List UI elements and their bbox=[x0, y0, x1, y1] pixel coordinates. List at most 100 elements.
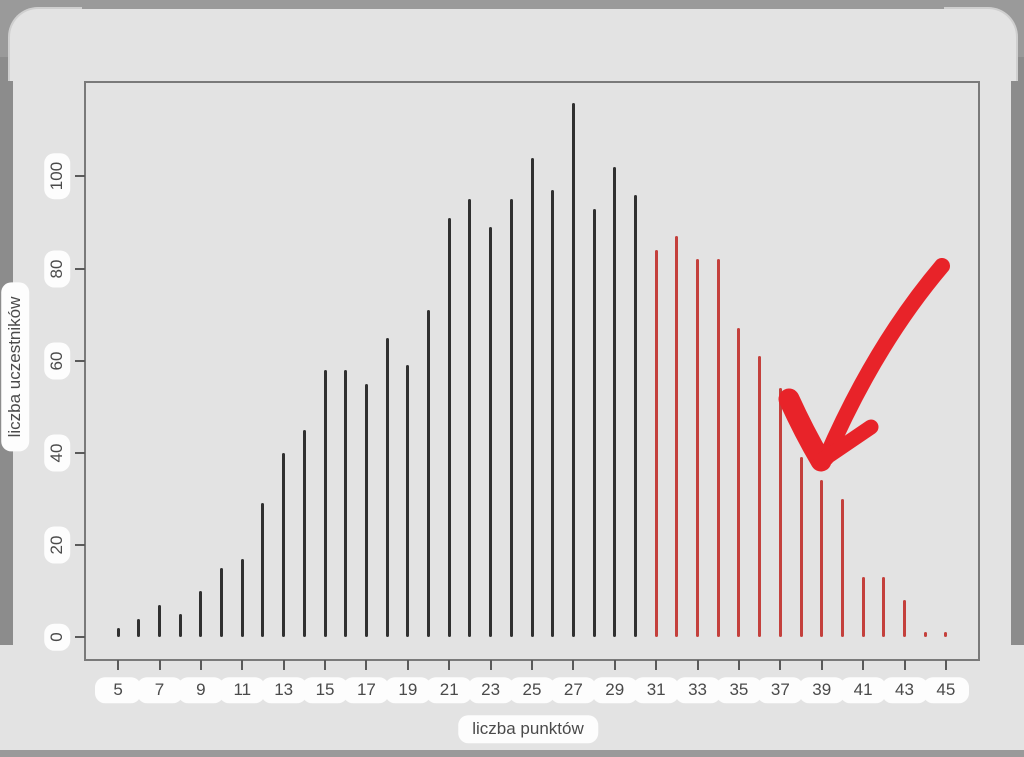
data-spike-black bbox=[551, 190, 555, 637]
y-axis-tick bbox=[75, 267, 85, 270]
x-axis-tick bbox=[737, 660, 740, 670]
x-axis-tick bbox=[241, 660, 244, 670]
x-tick-label: 5 bbox=[95, 677, 142, 703]
x-axis-tick bbox=[572, 660, 575, 670]
y-tick-label: 40 bbox=[44, 434, 70, 472]
screen-edge-bottom-band bbox=[0, 750, 1024, 757]
y-axis-tick bbox=[75, 359, 85, 362]
x-axis-tick bbox=[779, 660, 782, 670]
data-spike-black bbox=[220, 567, 224, 637]
data-spike-red bbox=[675, 236, 679, 637]
x-tick-label: 41 bbox=[840, 677, 887, 703]
data-spike-black bbox=[137, 618, 141, 637]
x-axis-tick bbox=[117, 660, 120, 670]
data-spike-black bbox=[592, 208, 596, 637]
data-spike-black bbox=[406, 365, 410, 637]
data-spike-black bbox=[633, 194, 637, 637]
data-spike-black bbox=[613, 167, 617, 637]
x-axis-tick bbox=[406, 660, 409, 670]
y-axis-title: liczba uczestników bbox=[1, 282, 29, 452]
x-tick-label: 33 bbox=[674, 677, 721, 703]
data-spike-red bbox=[840, 498, 844, 637]
x-tick-label: 7 bbox=[136, 677, 183, 703]
x-tick-label: 11 bbox=[219, 677, 266, 703]
data-spike-black bbox=[158, 604, 161, 637]
y-tick-label: 100 bbox=[44, 153, 70, 200]
x-tick-label: 35 bbox=[715, 677, 762, 703]
y-axis-tick bbox=[75, 635, 85, 638]
data-spike-black bbox=[530, 157, 534, 637]
data-spike-red bbox=[778, 388, 782, 637]
x-axis-tick bbox=[903, 660, 906, 670]
x-axis-tick bbox=[944, 660, 947, 670]
y-tick-label: 0 bbox=[44, 623, 70, 651]
data-spike-black bbox=[489, 227, 493, 637]
x-tick-label: 25 bbox=[509, 677, 555, 703]
panel-corner-top-left bbox=[8, 7, 82, 81]
screen-edge-right-strip bbox=[1011, 57, 1024, 645]
data-spike-black bbox=[302, 429, 306, 637]
x-tick-label: 15 bbox=[302, 677, 349, 703]
y-tick-label: 20 bbox=[44, 526, 70, 564]
data-spike-black bbox=[385, 337, 389, 637]
x-tick-label: 9 bbox=[177, 677, 224, 703]
x-axis-tick bbox=[282, 660, 285, 670]
x-axis-tick bbox=[655, 660, 658, 670]
data-spike-red bbox=[696, 259, 700, 637]
data-spike-red bbox=[654, 250, 658, 637]
data-spike-black bbox=[261, 503, 265, 637]
data-spike-black bbox=[364, 383, 368, 637]
x-tick-label: 45 bbox=[922, 677, 969, 703]
data-spike-black bbox=[282, 452, 286, 637]
data-spike-red bbox=[716, 259, 720, 637]
data-spike-red bbox=[944, 632, 948, 637]
x-axis-tick bbox=[696, 660, 699, 670]
data-spike-red bbox=[923, 632, 927, 637]
x-tick-label: 13 bbox=[260, 677, 307, 703]
data-spike-black bbox=[344, 369, 348, 637]
x-axis-tick bbox=[820, 660, 823, 670]
x-axis-tick bbox=[531, 660, 533, 670]
x-tick-label: 23 bbox=[467, 677, 514, 703]
y-axis-tick bbox=[75, 451, 85, 454]
data-spike-red bbox=[799, 457, 803, 637]
x-axis-tick bbox=[365, 660, 368, 670]
x-axis-tick bbox=[158, 660, 161, 670]
data-spike-red bbox=[758, 356, 762, 637]
data-spike-red bbox=[882, 577, 886, 637]
y-axis-tick bbox=[75, 543, 85, 546]
x-axis-tick bbox=[324, 660, 327, 670]
panel-corner-top-right bbox=[944, 7, 1018, 81]
data-spike-black bbox=[447, 217, 451, 637]
x-axis-tick bbox=[613, 660, 616, 670]
data-spike-black bbox=[240, 558, 244, 637]
data-spike-black bbox=[468, 199, 472, 637]
x-axis-tick bbox=[862, 660, 865, 670]
data-spike-black bbox=[509, 199, 513, 637]
data-spike-red bbox=[820, 480, 824, 637]
x-tick-label: 21 bbox=[426, 677, 473, 703]
x-tick-label: 39 bbox=[798, 677, 845, 703]
x-tick-label: 19 bbox=[384, 677, 431, 703]
data-spike-black bbox=[178, 613, 182, 637]
data-spike-black bbox=[323, 369, 327, 637]
data-spike-red bbox=[737, 328, 741, 637]
data-spike-black bbox=[199, 590, 203, 637]
data-spike-black bbox=[116, 627, 120, 637]
x-axis-title: liczba punktów bbox=[458, 715, 598, 743]
data-spike-black bbox=[571, 102, 575, 637]
y-axis-tick bbox=[75, 175, 85, 178]
x-axis-tick bbox=[489, 660, 492, 670]
x-tick-label: 17 bbox=[343, 677, 390, 703]
data-spike-black bbox=[427, 309, 431, 637]
data-spike-red bbox=[861, 577, 865, 637]
y-tick-label: 80 bbox=[44, 250, 70, 287]
x-axis-tick bbox=[448, 660, 451, 670]
x-axis-tick bbox=[199, 660, 202, 670]
x-tick-label: 43 bbox=[881, 677, 928, 703]
y-tick-label: 60 bbox=[44, 342, 70, 380]
screen-edge-top-band bbox=[0, 0, 1024, 9]
data-spike-red bbox=[903, 600, 906, 637]
